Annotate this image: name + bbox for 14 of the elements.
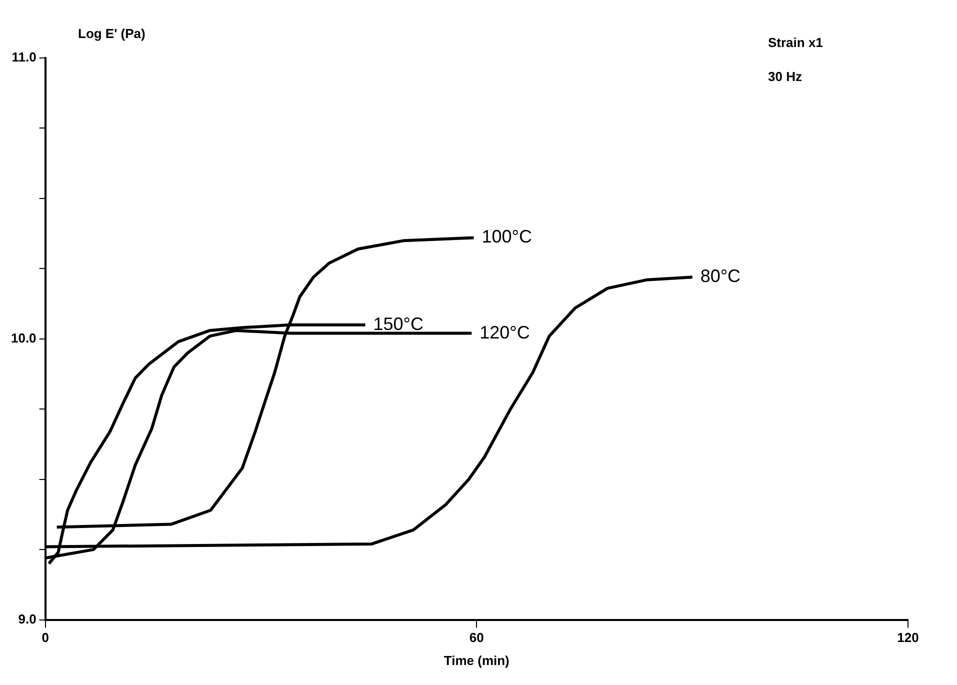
annotation: 30 Hz	[768, 68, 803, 86]
y-tick-label: 10.0	[10, 330, 36, 346]
x-tick-label: 120	[897, 630, 919, 646]
series-label: 100°C	[482, 226, 532, 247]
x-tick-label: 60	[469, 630, 484, 646]
series-label: 80°C	[700, 266, 741, 286]
series-label: 120°C	[480, 322, 530, 342]
x-tick-label: 0	[42, 630, 49, 646]
y-tick-label: 9.0	[18, 611, 36, 626]
y-axis-title: Log E' (Pa)	[78, 26, 146, 41]
series-label: 150°C	[373, 314, 424, 334]
y-tick-label: 11.0	[12, 50, 36, 65]
text: Strain x1	[768, 34, 823, 52]
x-axis-title: Time (min)	[444, 652, 510, 668]
